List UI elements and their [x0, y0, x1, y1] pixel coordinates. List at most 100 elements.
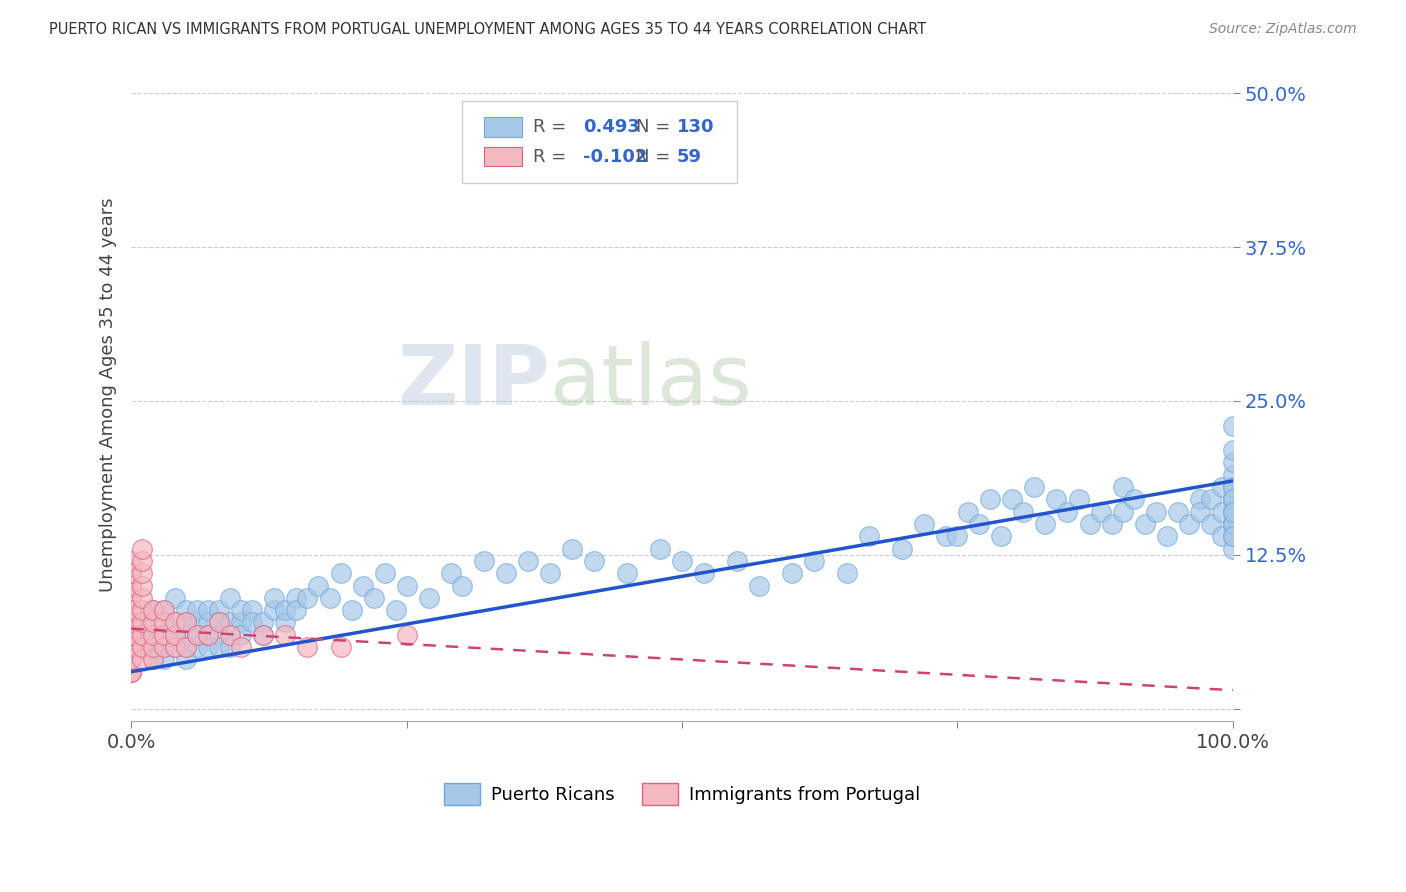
- Point: [120, 578, 142, 592]
- Point: [208, 603, 231, 617]
- Y-axis label: Unemployment Among Ages 35 to 44 years: Unemployment Among Ages 35 to 44 years: [100, 197, 117, 592]
- Text: -0.102: -0.102: [583, 147, 647, 166]
- Point: [1122, 492, 1144, 507]
- Point: [616, 566, 638, 581]
- Point: [131, 628, 153, 642]
- Point: [1177, 516, 1199, 531]
- Point: [363, 591, 385, 605]
- Point: [165, 628, 187, 642]
- Point: [274, 615, 297, 630]
- Point: [1156, 529, 1178, 543]
- Point: [374, 566, 396, 581]
- Legend: Puerto Ricans, Immigrants from Portugal: Puerto Ricans, Immigrants from Portugal: [437, 776, 927, 812]
- Point: [263, 591, 285, 605]
- Point: [186, 628, 208, 642]
- Point: [1222, 529, 1244, 543]
- Point: [1222, 505, 1244, 519]
- Point: [891, 541, 914, 556]
- Point: [120, 628, 142, 642]
- Point: [1001, 492, 1024, 507]
- Point: [340, 603, 363, 617]
- Point: [176, 640, 198, 654]
- Point: [516, 554, 538, 568]
- Point: [176, 615, 198, 630]
- Point: [120, 615, 142, 630]
- Point: [748, 578, 770, 592]
- Point: [131, 628, 153, 642]
- Point: [1199, 516, 1222, 531]
- Point: [308, 578, 330, 592]
- Point: [979, 492, 1001, 507]
- Point: [142, 652, 165, 666]
- Point: [1222, 492, 1244, 507]
- Text: N =: N =: [636, 119, 676, 136]
- Point: [120, 652, 142, 666]
- Point: [297, 640, 319, 654]
- Point: [1222, 541, 1244, 556]
- Point: [186, 640, 208, 654]
- Point: [803, 554, 825, 568]
- Point: [120, 566, 142, 581]
- Point: [1211, 529, 1233, 543]
- Point: [120, 578, 142, 592]
- Point: [176, 628, 198, 642]
- Point: [165, 640, 187, 654]
- Point: [142, 640, 165, 654]
- Point: [440, 566, 463, 581]
- Text: atlas: atlas: [550, 342, 752, 422]
- Point: [197, 603, 219, 617]
- Point: [131, 615, 153, 630]
- Point: [648, 541, 671, 556]
- Point: [969, 516, 991, 531]
- Point: [219, 640, 242, 654]
- Point: [1222, 455, 1244, 469]
- Point: [219, 628, 242, 642]
- Point: [1024, 480, 1046, 494]
- Point: [142, 628, 165, 642]
- Point: [1188, 492, 1211, 507]
- Point: [186, 615, 208, 630]
- Point: [935, 529, 957, 543]
- Point: [329, 566, 352, 581]
- Point: [252, 615, 274, 630]
- Point: [1144, 505, 1167, 519]
- Point: [242, 615, 264, 630]
- Point: [131, 615, 153, 630]
- Point: [1222, 516, 1244, 531]
- Point: [153, 603, 176, 617]
- Point: [450, 578, 472, 592]
- Point: [153, 640, 176, 654]
- Text: N =: N =: [636, 147, 676, 166]
- Point: [912, 516, 935, 531]
- Point: [120, 591, 142, 605]
- Point: [1167, 505, 1189, 519]
- Point: [418, 591, 440, 605]
- Point: [1188, 505, 1211, 519]
- FancyBboxPatch shape: [484, 118, 522, 137]
- Point: [1222, 505, 1244, 519]
- Point: [1211, 505, 1233, 519]
- Point: [120, 665, 142, 679]
- Point: [1056, 505, 1078, 519]
- Text: PUERTO RICAN VS IMMIGRANTS FROM PORTUGAL UNEMPLOYMENT AMONG AGES 35 TO 44 YEARS : PUERTO RICAN VS IMMIGRANTS FROM PORTUGAL…: [49, 22, 927, 37]
- Point: [1078, 516, 1101, 531]
- Point: [208, 640, 231, 654]
- Point: [1090, 505, 1112, 519]
- Point: [165, 640, 187, 654]
- Point: [538, 566, 561, 581]
- Point: [120, 628, 142, 642]
- Point: [1222, 418, 1244, 433]
- Text: 0.493: 0.493: [583, 119, 640, 136]
- Point: [153, 603, 176, 617]
- Point: [329, 640, 352, 654]
- Point: [285, 603, 308, 617]
- Point: [186, 603, 208, 617]
- Point: [725, 554, 748, 568]
- Point: [274, 603, 297, 617]
- Point: [120, 652, 142, 666]
- Point: [142, 603, 165, 617]
- Text: R =: R =: [533, 147, 572, 166]
- Point: [153, 628, 176, 642]
- Point: [858, 529, 880, 543]
- Point: [208, 615, 231, 630]
